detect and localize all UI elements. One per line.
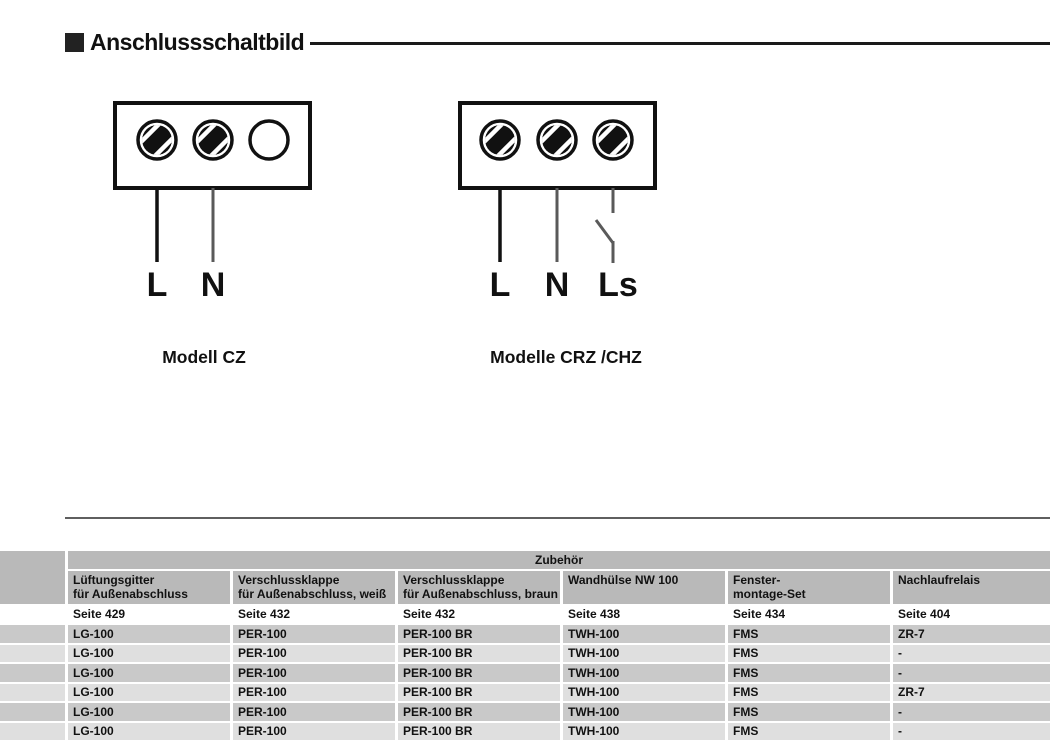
table-left-gutter [0, 606, 65, 623]
table-cell: TWH-100 [563, 644, 725, 662]
switch-icon [594, 188, 615, 263]
table-cell: TWH-100 [563, 703, 725, 721]
table-cell: LG-100 [68, 625, 230, 643]
column-header-nachlaufrelais: Nachlaufrelais [893, 571, 1050, 604]
header-line: für Außenabschluss, braun [403, 587, 558, 602]
title-rule [310, 42, 1050, 45]
table-cell: LG-100 [68, 703, 230, 721]
table-cell: PER-100 BR [398, 644, 560, 662]
seite-cell: Seite 434 [728, 606, 890, 623]
header-line: Verschlussklappe [403, 573, 505, 587]
wire-label-n: N [201, 266, 226, 304]
header-line: Verschlussklappe [238, 573, 340, 587]
header-line: für Außenabschluss, weiß [238, 587, 387, 602]
table-cell: PER-100 [233, 703, 395, 721]
column-header-verschlussklappe-weiss: Verschlussklappe für Außenabschluss, weiß [233, 571, 395, 604]
table-cell: TWH-100 [563, 722, 725, 740]
table-cell: LG-100 [68, 683, 230, 701]
table-cell: - [893, 722, 1050, 740]
header-line: Nachlaufrelais [898, 573, 981, 587]
table-cell: PER-100 [233, 625, 395, 643]
wire-label-n: N [545, 266, 570, 304]
table-cell: PER-100 [233, 722, 395, 740]
table-cell: PER-100 [233, 644, 395, 662]
table-left-gutter [0, 683, 65, 701]
square-bullet-icon [65, 32, 84, 52]
table-left-gutter [0, 625, 65, 643]
seite-cell: Seite 432 [398, 606, 560, 623]
table-cell: FMS [728, 644, 890, 662]
table-cell: PER-100 BR [398, 683, 560, 701]
column-header-fenstermontage-set: Fenster-montage-Set [728, 571, 890, 604]
separator-rule [65, 517, 1050, 519]
diagram-caption: Modelle CRZ /CHZ [490, 347, 642, 367]
wiring-diagram-area: L N Modell CZ L N Ls Modelle CRZ /CHZ [113, 101, 657, 367]
table-left-gutter [0, 722, 65, 740]
table-cell: ZR-7 [893, 683, 1050, 701]
section-title: Anschlussschaltbild [90, 28, 305, 55]
column-header-lueftungsgitter: Lüftungsgitter für Außenabschluss [68, 571, 230, 604]
header-line: für Außenabschluss [73, 587, 188, 602]
table-left-gutter [0, 551, 65, 604]
diagram-modell-cz: L N Modell CZ [113, 101, 312, 367]
table-cell: LG-100 [68, 644, 230, 662]
table-cell: LG-100 [68, 722, 230, 740]
column-header-wandhuelse: Wandhülse NW 100 [563, 571, 725, 604]
seite-cell: Seite 432 [233, 606, 395, 623]
table-cell: TWH-100 [563, 664, 725, 682]
wire-label-l: L [490, 266, 511, 304]
table-cell: PER-100 BR [398, 664, 560, 682]
table-cell: - [893, 703, 1050, 721]
table-group-header: Zubehör [68, 551, 1050, 569]
diagram-modelle-crz-chz: L N Ls Modelle CRZ /CHZ [458, 101, 657, 367]
table-left-gutter [0, 644, 65, 662]
table-left-gutter [0, 703, 65, 721]
table-cell: - [893, 644, 1050, 662]
table-cell: LG-100 [68, 664, 230, 682]
seite-cell: Seite 404 [893, 606, 1050, 623]
header-line: Lüftungsgitter [73, 573, 155, 587]
accessories-table: Zubehör Lüftungsgitter für Außenabschluss… [0, 551, 1050, 740]
table-cell: PER-100 [233, 683, 395, 701]
table-cell: PER-100 BR [398, 703, 560, 721]
column-header-verschlussklappe-braun: Verschlussklappe für Außenabschluss, brau… [398, 571, 560, 604]
table-cell: PER-100 BR [398, 722, 560, 740]
table-cell: FMS [728, 683, 890, 701]
header-line: montage-Set [733, 587, 806, 602]
table-cell: FMS [728, 703, 890, 721]
wire-label-ls: Ls [598, 266, 638, 304]
table-cell: TWH-100 [563, 625, 725, 643]
diagram-caption: Modell CZ [162, 347, 246, 367]
table-cell: PER-100 [233, 664, 395, 682]
seite-cell: Seite 438 [563, 606, 725, 623]
section-header: Anschlussschaltbild [65, 28, 305, 55]
table-cell: ZR-7 [893, 625, 1050, 643]
table-cell: - [893, 664, 1050, 682]
wire-label-l: L [147, 266, 168, 304]
table-cell: FMS [728, 625, 890, 643]
table-cell: PER-100 BR [398, 625, 560, 643]
header-line: Fenster- [733, 573, 781, 587]
table-cell: FMS [728, 722, 890, 740]
header-line: Wandhülse NW 100 [568, 573, 679, 587]
table-cell: FMS [728, 664, 890, 682]
seite-cell: Seite 429 [68, 606, 230, 623]
table-left-gutter [0, 664, 65, 682]
table-cell: TWH-100 [563, 683, 725, 701]
empty-terminal-icon [248, 119, 290, 161]
